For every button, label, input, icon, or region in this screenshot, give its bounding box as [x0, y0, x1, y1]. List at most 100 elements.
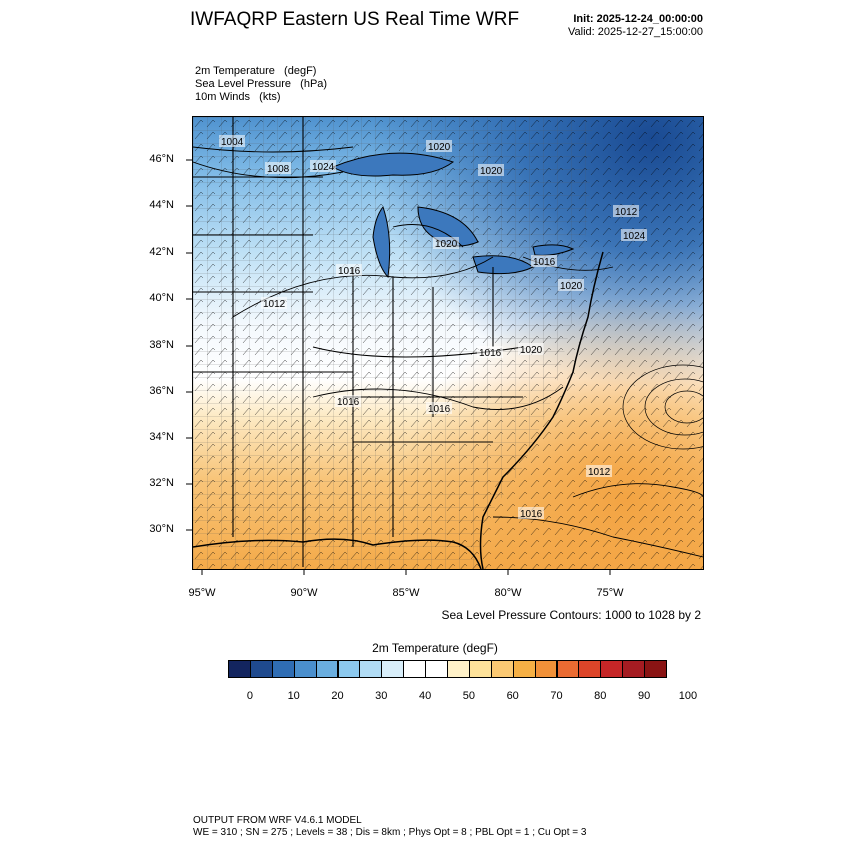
colorbar-swatch: [315, 660, 339, 678]
svg-text:1012: 1012: [263, 299, 286, 310]
lon-label: 85°W: [392, 587, 420, 599]
pressure-label: 1024: [310, 160, 336, 173]
wind-barbs: [193, 117, 703, 569]
colorbar-swatch: [403, 660, 427, 678]
colorbar-title: 2m Temperature (degF): [372, 641, 498, 655]
svg-text:1016: 1016: [338, 266, 361, 277]
lat-label: 34°N: [149, 431, 174, 443]
great-lakes: [331, 152, 575, 279]
svg-text:1020: 1020: [435, 239, 458, 250]
colorbar-swatch: [271, 660, 295, 678]
pressure-label: 1020: [518, 343, 544, 356]
pressure-label: 1016: [477, 346, 503, 359]
pressure-label: 1016: [336, 264, 362, 277]
weather-map: 1004 1008 1012 1020 1020 1024 1020 1016 …: [192, 116, 704, 570]
svg-text:1008: 1008: [267, 164, 290, 175]
pressure-label: 1012: [261, 297, 287, 310]
lat-label: 44°N: [149, 199, 174, 211]
colorbar-swatch: [600, 660, 624, 678]
colorbar-label: 40: [418, 690, 432, 702]
svg-text:1004: 1004: [221, 137, 244, 148]
pressure-labels: 1004 1008 1012 1020 1020 1024 1020 1016 …: [219, 135, 647, 520]
contour-note: Sea Level Pressure Contours: 1000 to 102…: [441, 608, 702, 622]
svg-text:1016: 1016: [479, 348, 502, 359]
svg-text:1016: 1016: [337, 397, 360, 408]
colorbar-swatch: [359, 660, 383, 678]
lon-label: 95°W: [188, 587, 216, 599]
lat-label: 36°N: [149, 385, 174, 397]
pressure-label: 1004: [219, 135, 245, 148]
colorbar-label: 60: [506, 690, 519, 702]
svg-text:1024: 1024: [623, 231, 646, 242]
pressure-label: 1020: [478, 164, 504, 177]
svg-text:1012: 1012: [615, 207, 638, 218]
colorbar-label: 70: [550, 690, 563, 702]
svg-text:1016: 1016: [428, 404, 451, 415]
lat-label: 42°N: [149, 246, 174, 258]
lon-label: 90°W: [290, 587, 318, 599]
lat-label: 40°N: [149, 292, 174, 304]
run-times: Init: 2025-12-24_00:00:00 Valid: 2025-12…: [568, 13, 703, 39]
model-footer: OUTPUT FROM WRF V4.6.1 MODEL WE = 310 ; S…: [193, 815, 586, 839]
pressure-label: 1016: [335, 395, 361, 408]
pressure-label: 1020: [558, 279, 584, 292]
pressure-label: 1012: [613, 205, 639, 218]
chart-title: IWFAQRP Eastern US Real Time WRF: [190, 9, 520, 30]
colorbar-label: 30: [375, 690, 388, 702]
svg-text:1020: 1020: [428, 142, 451, 153]
svg-text:1020: 1020: [520, 345, 543, 356]
lat-label: 38°N: [149, 339, 174, 351]
colorbar-label: 90: [637, 690, 651, 702]
pressure-label: 1016: [426, 402, 452, 415]
svg-text:1024: 1024: [312, 162, 335, 173]
svg-text:1016: 1016: [520, 509, 543, 520]
coastline: [479, 251, 604, 569]
colorbar-label: 100: [678, 690, 698, 702]
colorbar-swatch: [534, 660, 558, 678]
colorbar-swatch: [425, 660, 448, 678]
colorbar-swatch: [644, 660, 667, 678]
footer-model: OUTPUT FROM WRF V4.6.1 MODEL: [193, 815, 362, 826]
colorbar-swatch: [249, 660, 273, 678]
colorbar-swatch: [490, 660, 514, 678]
footer-config: WE = 310 ; SN = 275 ; Levels = 38 ; Dis …: [193, 827, 587, 838]
gulf-coast: [193, 538, 482, 569]
colorbar-swatch: [293, 660, 317, 678]
lat-label: 32°N: [149, 477, 174, 489]
svg-text:1012: 1012: [588, 467, 611, 478]
pressure-label: 1016: [518, 507, 544, 520]
pressure-label: 1016: [531, 255, 557, 268]
field-pressure: Sea Level Pressure (hPa): [195, 78, 328, 90]
init-time: Init: 2025-12-24_00:00:00: [573, 13, 703, 25]
colorbar-label: 0: [246, 690, 253, 702]
colorbar-swatch: [468, 660, 492, 678]
colorbar-swatch: [447, 660, 470, 678]
svg-text:1020: 1020: [560, 281, 583, 292]
colorbar-swatch: [578, 660, 602, 678]
axis-ticks: [186, 159, 611, 575]
colorbar-swatch: [381, 660, 405, 678]
pressure-label: 1020: [426, 140, 452, 153]
colorbar-swatch: [622, 660, 646, 678]
colorbar-swatch: [337, 660, 361, 678]
svg-text:1020: 1020: [480, 166, 503, 177]
lon-label: 80°W: [494, 587, 522, 599]
pressure-label: 1008: [265, 162, 291, 175]
colorbar-swatch: [512, 660, 536, 678]
pressure-label: 1020: [433, 237, 459, 250]
lon-label: 75°W: [596, 587, 624, 599]
map-svg: 1004 1008 1012 1020 1020 1024 1020 1016 …: [193, 117, 703, 569]
lat-label: 30°N: [149, 523, 174, 535]
valid-time: Valid: 2025-12-27_15:00:00: [568, 26, 703, 38]
colorbar-swatch: [556, 660, 580, 678]
svg-text:1016: 1016: [533, 257, 556, 268]
colorbar-swatch: [228, 660, 251, 678]
field-temperature: 2m Temperature (degF): [195, 65, 317, 77]
pressure-label: 1012: [586, 465, 612, 478]
field-list: 2m Temperature (degF) Sea Level Pressure …: [195, 65, 327, 104]
colorbar-label: 50: [462, 690, 476, 702]
lat-label: 46°N: [149, 153, 174, 165]
colorbar-label: 10: [287, 690, 300, 702]
colorbar-label: 20: [331, 690, 344, 702]
field-winds: 10m Winds (kts): [195, 91, 281, 103]
